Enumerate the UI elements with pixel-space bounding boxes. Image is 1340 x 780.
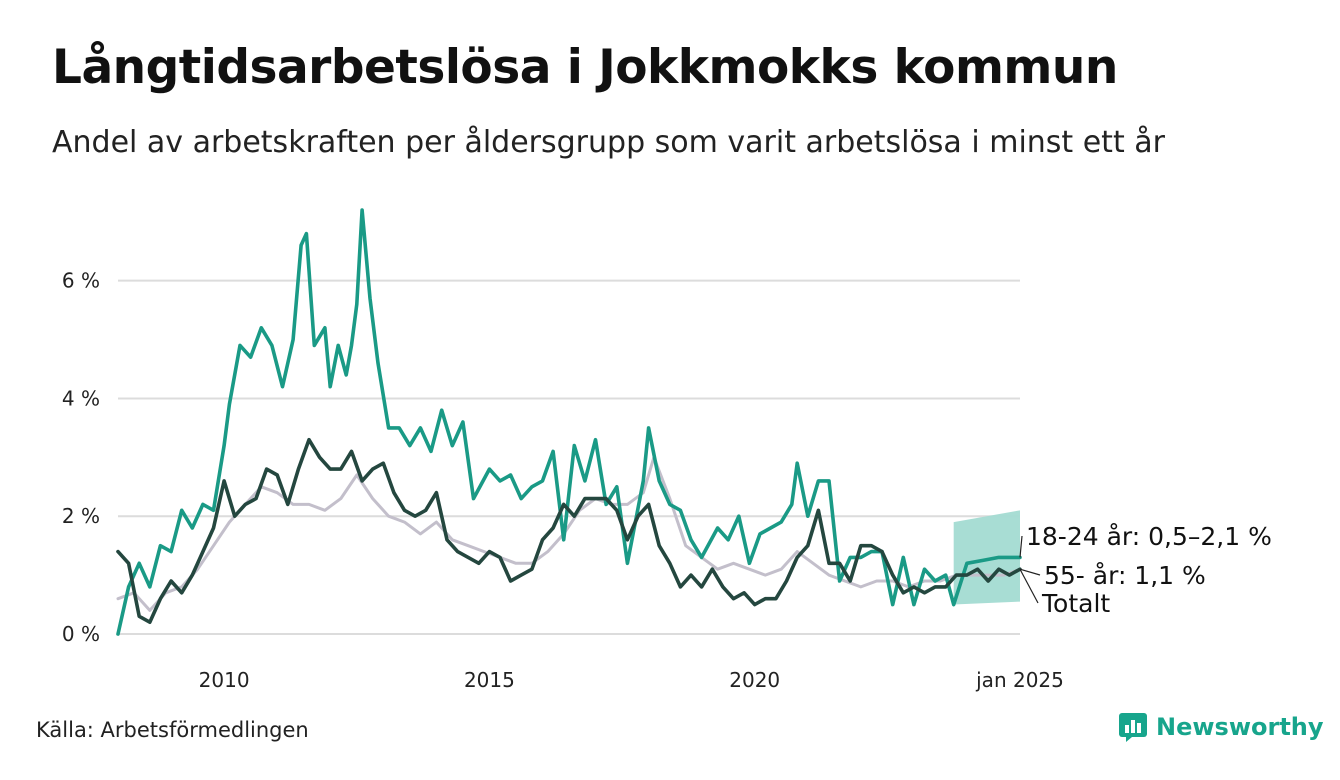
series-lines (116, 208, 1022, 636)
series-line-totalt (116, 455, 1022, 612)
forecast-band (953, 510, 1020, 605)
y-tick-label: 6 % (62, 269, 100, 293)
brand-logo: Newsworthy (1118, 712, 1324, 742)
end-label-55: 55- år: 1,1 % (1044, 561, 1206, 590)
leader-line-18-24 (1019, 535, 1023, 558)
bar-chart-icon (1119, 713, 1147, 742)
x-tick-label: 2015 (464, 668, 515, 692)
chart-title: Långtidsarbetslösa i Jokkmokks kommun (52, 40, 1118, 95)
source-note: Källa: Arbetsförmedlingen (36, 718, 309, 742)
end-label-totalt: Totalt (1041, 589, 1110, 618)
brand-name: Newsworthy (1156, 713, 1324, 741)
series-line-18-24 (116, 208, 1022, 636)
x-tick-label: 2020 (729, 668, 780, 692)
x-tick-label: 2010 (199, 668, 250, 692)
end-label-18-24: 18-24 år: 0,5–2,1 % (1026, 522, 1272, 551)
axis-ticks: 0 % 2 % 4 % 6 % 2010 2015 2020 jan 2025 (62, 269, 1064, 692)
leader-line-55 (1019, 568, 1041, 576)
y-tick-label: 0 % (62, 622, 100, 646)
x-tick-label: jan 2025 (975, 668, 1064, 692)
confidence-band-18-24 (953, 510, 1020, 605)
series-line-55 (116, 437, 1022, 624)
y-tick-label: 2 % (62, 504, 100, 528)
gridlines (118, 279, 1020, 635)
chart-subtitle: Andel av arbetskraften per åldersgrupp s… (52, 125, 1165, 160)
leader-line-totalt (1019, 568, 1039, 604)
y-tick-label: 4 % (62, 386, 100, 410)
